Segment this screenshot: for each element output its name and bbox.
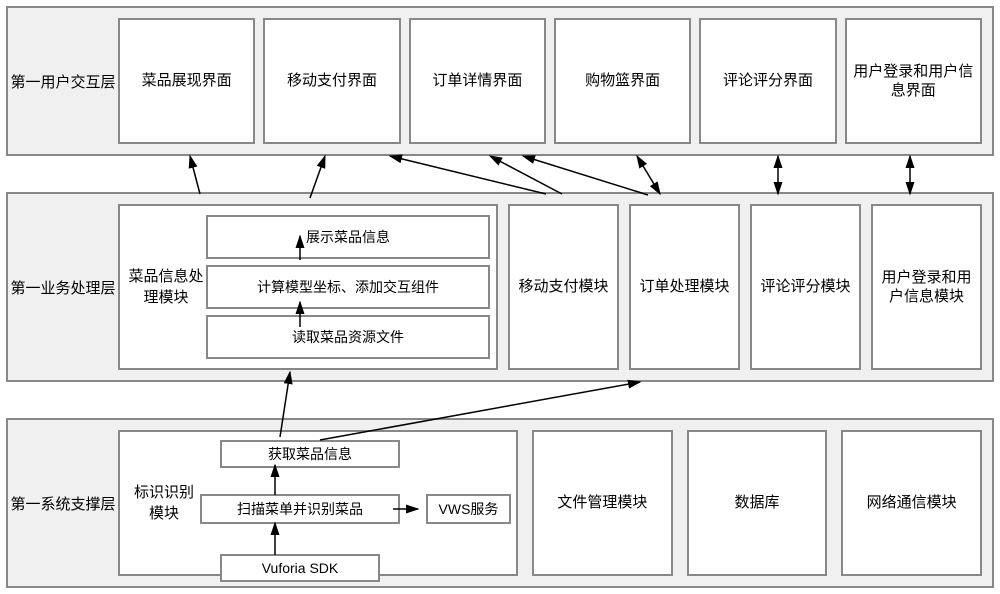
layer-business: 第一业务处理层 菜品信息处理模块 展示菜品信息 计算模型坐标、添加交互组件 读取… bbox=[6, 192, 994, 382]
box-cart-ui: 购物篮界面 bbox=[554, 18, 691, 144]
step-vuforia-sdk: Vuforia SDK bbox=[220, 554, 380, 582]
step-vws: VWS服务 bbox=[426, 494, 511, 524]
layer-system-label: 第一系统支撑层 bbox=[8, 493, 118, 514]
box-pay-module: 移动支付模块 bbox=[508, 204, 619, 370]
step-read-resource: 读取菜品资源文件 bbox=[206, 315, 490, 359]
step-scan-menu: 扫描菜单并识别菜品 bbox=[200, 494, 400, 524]
box-review-ui: 评论评分界面 bbox=[699, 18, 836, 144]
step-get-dish-info: 获取菜品信息 bbox=[220, 440, 400, 468]
layer-ui-boxes: 菜品展现界面 移动支付界面 订单详情界面 购物篮界面 评论评分界面 用户登录和用… bbox=[118, 8, 992, 154]
box-review-module: 评论评分模块 bbox=[750, 204, 861, 370]
box-database: 数据库 bbox=[687, 430, 828, 576]
layer-system-content: 标识识别模块 获取菜品信息 扫描菜单并识别菜品 VWS服务 Vuforia SD… bbox=[118, 420, 992, 586]
box-order-module: 订单处理模块 bbox=[629, 204, 740, 370]
recognition-module: 标识识别模块 获取菜品信息 扫描菜单并识别菜品 VWS服务 Vuforia SD… bbox=[118, 430, 518, 576]
dish-info-module-title: 菜品信息处理模块 bbox=[126, 266, 206, 308]
step-calc-model: 计算模型坐标、添加交互组件 bbox=[206, 265, 490, 309]
box-file-mgmt: 文件管理模块 bbox=[532, 430, 673, 576]
box-pay-ui: 移动支付界面 bbox=[263, 18, 400, 144]
box-network: 网络通信模块 bbox=[841, 430, 982, 576]
box-login-module: 用户登录和用户信息模块 bbox=[871, 204, 982, 370]
recognition-inner: 获取菜品信息 扫描菜单并识别菜品 VWS服务 Vuforia SDK bbox=[200, 438, 508, 568]
box-order-detail-ui: 订单详情界面 bbox=[409, 18, 546, 144]
recognition-module-title: 标识识别模块 bbox=[128, 482, 200, 524]
box-dish-ui: 菜品展现界面 bbox=[118, 18, 255, 144]
dish-info-steps: 展示菜品信息 计算模型坐标、添加交互组件 读取菜品资源文件 bbox=[206, 215, 490, 359]
layer-ui: 第一用户交互层 菜品展现界面 移动支付界面 订单详情界面 购物篮界面 评论评分界… bbox=[6, 6, 994, 156]
layer-ui-label: 第一用户交互层 bbox=[8, 71, 118, 92]
box-login-ui: 用户登录和用户信息界面 bbox=[845, 18, 982, 144]
layer-business-label: 第一业务处理层 bbox=[8, 277, 118, 298]
dish-info-module: 菜品信息处理模块 展示菜品信息 计算模型坐标、添加交互组件 读取菜品资源文件 bbox=[118, 204, 498, 370]
step-show-dish: 展示菜品信息 bbox=[206, 215, 490, 259]
layer-system: 第一系统支撑层 标识识别模块 获取菜品信息 扫描菜单并识别菜品 VWS服务 Vu… bbox=[6, 418, 994, 588]
layer-business-content: 菜品信息处理模块 展示菜品信息 计算模型坐标、添加交互组件 读取菜品资源文件 移… bbox=[118, 194, 992, 380]
